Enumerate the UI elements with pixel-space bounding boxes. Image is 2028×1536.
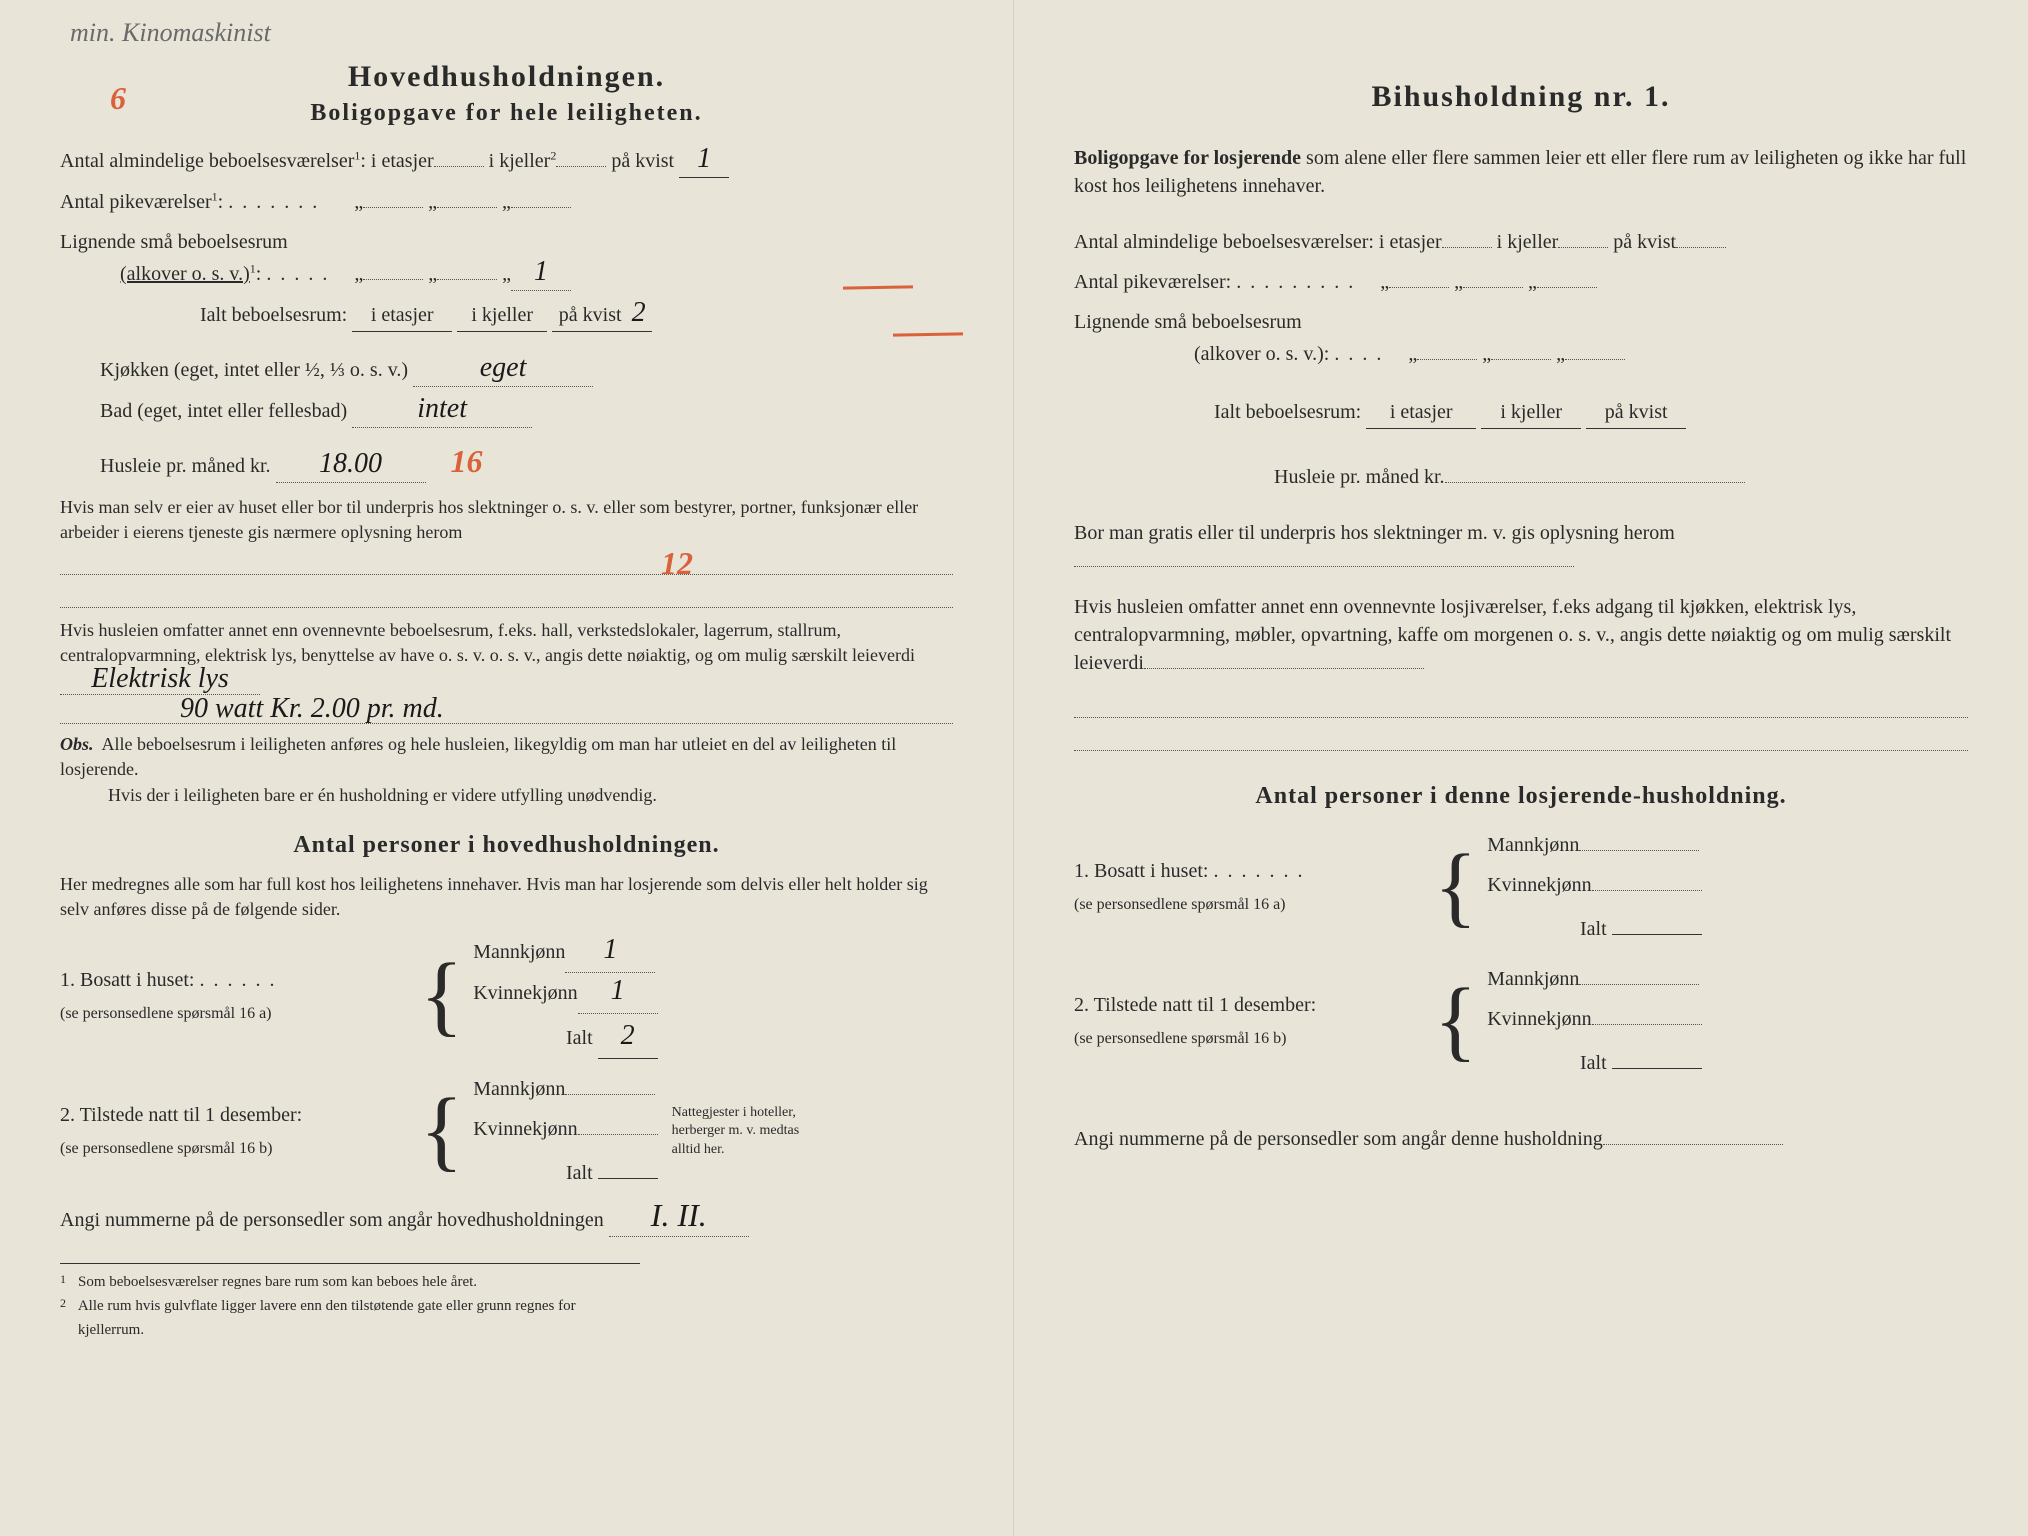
extras-hand-2: 90 watt Kr. 2.00 pr. md. <box>180 698 444 720</box>
brace-icon: { <box>1434 986 1477 1056</box>
persons-heading: Antal personer i hovedhusholdningen. <box>60 826 953 864</box>
red-underline-2 <box>893 332 963 336</box>
subtitle: Boligopgave for hele leiligheten. <box>60 100 953 127</box>
form-body: Antal almindelige beboelsesværelser1: i … <box>60 145 953 1342</box>
extras-rule: 90 watt Kr. 2.00 pr. md. <box>60 695 953 724</box>
present-sub: (se personsedlene spørsmål 16 b) <box>60 1140 272 1157</box>
r-maid-rooms: Antal pikeværelser: . . . . . . . . . „ … <box>1074 266 1968 298</box>
male-value: 1 <box>603 939 617 961</box>
rooms-ordinary-line: Antal almindelige beboelsesværelser1: i … <box>60 145 953 178</box>
r-blank-rule-2 <box>1074 722 1968 751</box>
red-underline-1 <box>843 285 913 289</box>
persons-intro: Her medregnes alle som har full kost hos… <box>60 872 953 922</box>
r-rent: Husleie pr. måned kr. <box>1274 461 1968 493</box>
left-page: min. Kinomaskinist 6 Hovedhusholdningen.… <box>0 0 1014 1536</box>
r-resident-block: 1. Bosatt i huset: . . . . . . . (se per… <box>1074 825 1968 949</box>
resident-label: 1. Bosatt i huset: <box>60 969 194 991</box>
r-persons-heading: Antal personer i denne losjerende-hushol… <box>1074 777 1968 815</box>
r-total-rooms: Ialt beboelsesrum: i etasjer i kjeller p… <box>1214 396 1968 429</box>
similar-rooms-label: Lignende små beboelsesrum <box>60 231 288 253</box>
alkover-attic-value: 1 <box>534 261 548 283</box>
owner-note: Hvis man selv er eier av huset eller bor… <box>60 495 953 545</box>
r-numbers-line: Angi nummerne på de personsedler som ang… <box>1074 1123 1968 1155</box>
resident-sub: (se personsedlene spørsmål 16 a) <box>60 1005 272 1022</box>
r-similar-rooms: Lignende små beboelsesrum (alkover o. s.… <box>1074 306 1968 370</box>
footnotes: 1Som beboelsesværelser regnes bare rum s… <box>60 1263 640 1342</box>
rooms-ordinary-label: Antal almindelige beboelsesværelser <box>60 150 354 172</box>
r-extras-note: Hvis husleien omfatter annet enn ovennev… <box>1074 593 1968 677</box>
resident-block: 1. Bosatt i huset: . . . . . . (se perso… <box>60 932 953 1059</box>
alkover-label: (alkover o. s. v.) <box>120 263 250 285</box>
total-rooms-line: Ialt beboelsesrum: i etasjer i kjeller p… <box>200 299 953 332</box>
kitchen-line: Kjøkken (eget, intet eller ½, ⅓ o. s. v.… <box>100 354 953 387</box>
bath-label: Bad (eget, intet eller fellesbad) <box>100 400 347 422</box>
r-blank-rule-1 <box>1074 689 1968 718</box>
kitchen-label: Kjøkken (eget, intet eller ½, ⅓ o. s. v.… <box>100 359 408 381</box>
right-page: Bihusholdning nr. 1. Boligopgave for los… <box>1014 0 2028 1536</box>
r-rooms-ordinary: Antal almindelige beboelsesværelser: i e… <box>1074 226 1968 258</box>
extras-hand-1: Elektrisk lys <box>91 668 229 690</box>
kitchen-value: eget <box>480 357 527 379</box>
rent-line: Husleie pr. måned kr. 18.00 16 <box>100 436 953 487</box>
r-present-block: 2. Tilstede natt til 1 desember: (se per… <box>1074 959 1968 1083</box>
night-guests-note: Nattegjester i hoteller, herberger m. v.… <box>672 1104 822 1159</box>
maid-rooms-label: Antal pikeværelser <box>60 191 212 213</box>
red-margin-number: 6 <box>110 80 126 117</box>
blank-rule-2 <box>60 579 953 608</box>
r-gratis-note: Bor man gratis eller til underpris hos s… <box>1074 519 1968 575</box>
red-twelve: 12 <box>661 538 693 589</box>
obs-block: Obs. Alle beboelsesrum i leiligheten anf… <box>60 732 953 808</box>
numbers-value: I. II. <box>651 1203 707 1229</box>
lodger-intro: Boligopgave for losjerende som alene ell… <box>1074 144 1968 200</box>
extras-note: Hvis husleien omfatter annet enn ovennev… <box>60 618 953 696</box>
footnote-1: Som beboelsesværelser regnes bare rum so… <box>78 1270 477 1294</box>
rent-red-value: 16 <box>451 443 483 479</box>
footnote-2: Alle rum hvis gulvflate ligger lavere en… <box>78 1294 641 1342</box>
numbers-line: Angi nummerne på de personsedler som ang… <box>60 1203 953 1237</box>
rent-value: 18.00 <box>319 453 382 475</box>
present-block: 2. Tilstede natt til 1 desember: (se per… <box>60 1069 953 1193</box>
blank-rule-1 <box>60 546 953 575</box>
brace-icon: { <box>420 961 463 1031</box>
ialt-value: 2 <box>621 1025 635 1047</box>
total-attic-value: 2 <box>632 302 646 324</box>
maid-rooms-line: Antal pikeværelser1: . . . . . . . „ „ „ <box>60 186 953 218</box>
right-body: Boligopgave for losjerende som alene ell… <box>1074 144 1968 1155</box>
brace-icon: { <box>420 1096 463 1166</box>
present-label: 2. Tilstede natt til 1 desember: <box>60 1104 302 1126</box>
bath-value: intet <box>417 398 467 420</box>
brace-icon: { <box>1434 852 1477 922</box>
attic-ordinary-value: 1 <box>697 148 711 170</box>
rent-label: Husleie pr. måned kr. <box>100 455 271 477</box>
right-title: Bihusholdning nr. 1. <box>1074 80 1968 114</box>
similar-rooms-line: Lignende små beboelsesrum (alkover o. s.… <box>60 226 953 291</box>
main-title: Hovedhusholdningen. <box>60 60 953 94</box>
female-value: 1 <box>611 980 625 1002</box>
bath-line: Bad (eget, intet eller fellesbad) intet <box>100 395 953 428</box>
top-annotation: min. Kinomaskinist <box>70 18 271 48</box>
total-rooms-label: Ialt beboelsesrum: <box>200 304 347 326</box>
